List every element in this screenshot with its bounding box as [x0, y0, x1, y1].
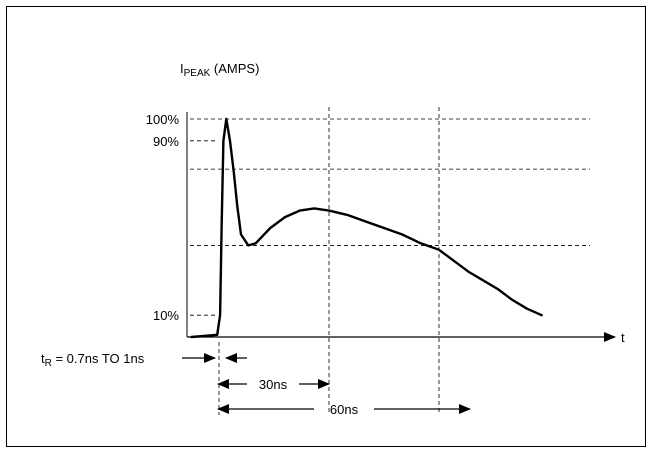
esd-current-waveform-chart: IPEAK (AMPS) t 100%90%10% tR = 0.7ns TO … [41, 61, 625, 417]
reference-lines [190, 107, 590, 415]
rise-time-sub: R [45, 358, 52, 369]
interval-30ns: 30ns [217, 377, 330, 392]
y-tick-label: 90% [153, 134, 179, 149]
y-axis-label-main: I [180, 61, 184, 76]
interval-60ns-label: 60ns [330, 402, 359, 417]
rise-time-main: t [41, 351, 45, 366]
y-tick-label: 10% [153, 308, 179, 323]
rise-time-rest: = 0.7ns TO 1ns [52, 351, 145, 366]
y-axis-label: IPEAK (AMPS) [180, 61, 259, 79]
current-waveform-line [190, 117, 543, 339]
chart-frame: IPEAK (AMPS) t 100% 90% 10% tR = 0.7ns TO … [6, 6, 646, 447]
y-axis-label-sub: PEAK [184, 68, 211, 79]
y-tick-label: 100% [146, 112, 180, 127]
y-tick-labels: 100% 90% 10% [146, 112, 180, 323]
interval-60ns: 60ns [217, 402, 471, 417]
x-axis-label: t [621, 330, 625, 345]
interval-30ns-label: 30ns [259, 377, 288, 392]
rise-time-label: tR = 0.7ns TO 1ns [41, 351, 145, 369]
y-axis-label-rest: (AMPS) [210, 61, 259, 76]
